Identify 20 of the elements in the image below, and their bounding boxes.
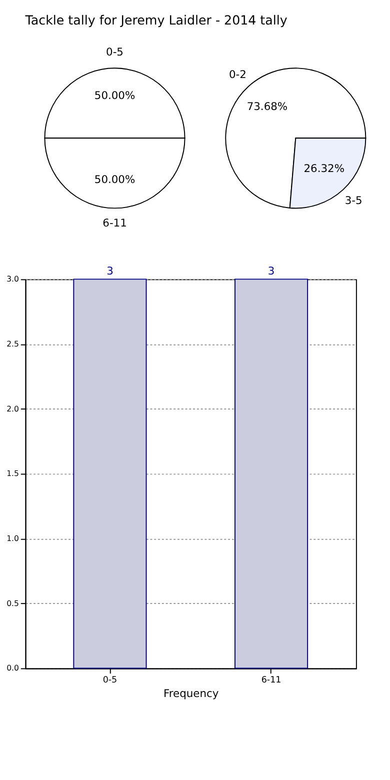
y-tick-label: 2.5 bbox=[6, 339, 20, 348]
slice-label: 0-2 bbox=[228, 68, 246, 82]
data-label: 26.32% bbox=[304, 162, 344, 176]
x-axis-title: Frequency bbox=[164, 686, 219, 700]
chart-title: Tackle tally for Jeremy Laidler - 2014 tally bbox=[24, 12, 288, 28]
data-label: 50.00% bbox=[94, 173, 136, 186]
data-label: 73.68% bbox=[246, 100, 288, 114]
y-tick-label: 1.5 bbox=[6, 469, 20, 478]
data-label: 3 bbox=[106, 264, 114, 278]
slice-label: 3-5 bbox=[344, 194, 362, 208]
y-tick-label: 3.0 bbox=[6, 274, 20, 284]
y-tick-label: 2.0 bbox=[6, 404, 20, 414]
data-label: 3 bbox=[268, 264, 275, 278]
slice-label: 6-11 bbox=[102, 216, 127, 230]
y-tick-label: 0.0 bbox=[6, 664, 20, 673]
y-tick-label: 0.5 bbox=[6, 598, 20, 608]
data-label: 50.00% bbox=[94, 89, 136, 102]
slice-label: 0-5 bbox=[106, 46, 124, 59]
y-tick-label: 1.0 bbox=[6, 534, 20, 543]
pie-slice bbox=[225, 68, 366, 208]
